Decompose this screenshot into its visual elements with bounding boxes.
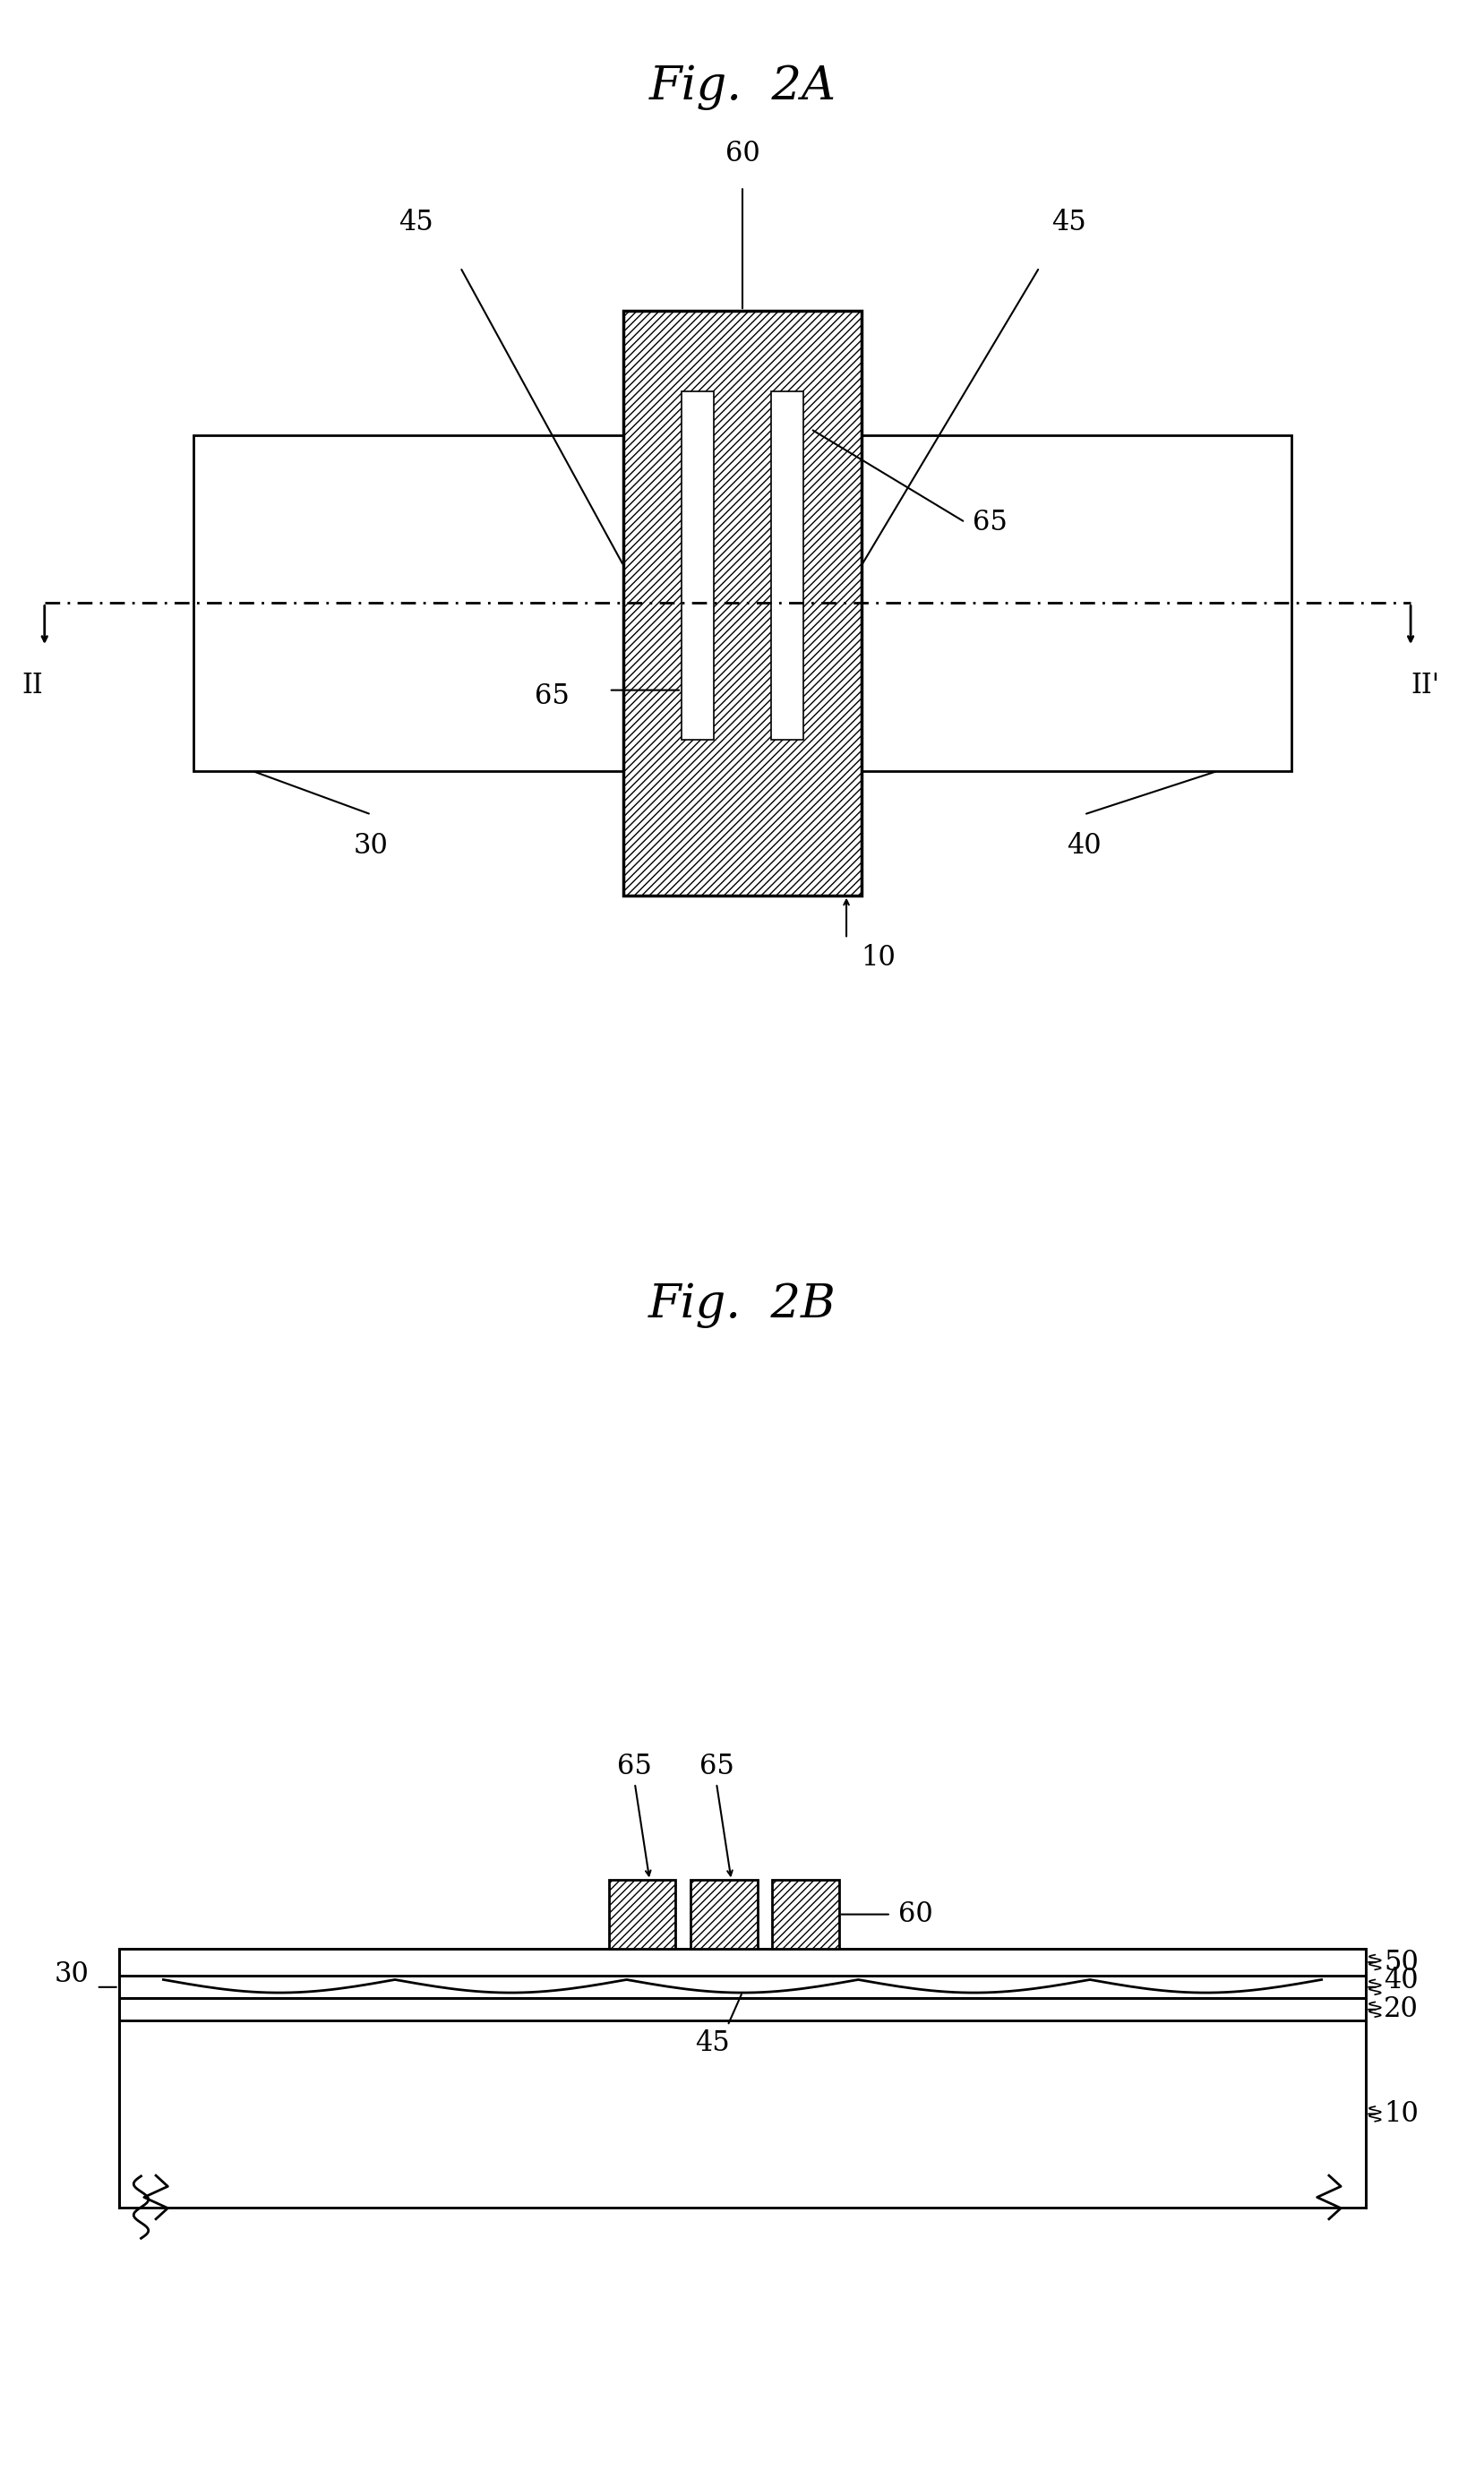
Bar <box>772 1880 838 1950</box>
Text: 65: 65 <box>617 1753 651 1781</box>
Bar <box>608 1880 675 1950</box>
Bar <box>119 1975 1365 2000</box>
Bar <box>770 390 803 739</box>
Bar <box>690 1880 757 1950</box>
Text: 60: 60 <box>898 1900 932 1927</box>
Text: 45: 45 <box>695 2029 730 2057</box>
Text: 30: 30 <box>353 831 389 861</box>
Text: 45: 45 <box>398 209 433 236</box>
Text: 65: 65 <box>699 1753 733 1781</box>
Text: 30: 30 <box>55 1960 89 1990</box>
Text: 10: 10 <box>861 943 895 972</box>
Text: 40: 40 <box>1066 831 1101 861</box>
Text: 10: 10 <box>1383 2099 1417 2129</box>
Text: 60: 60 <box>724 139 760 169</box>
Bar <box>119 2019 1365 2208</box>
Text: Fig.  2B: Fig. 2B <box>649 1283 835 1328</box>
Text: 40: 40 <box>1383 1967 1417 1995</box>
Text: II: II <box>22 671 43 699</box>
Text: II': II' <box>1410 671 1439 699</box>
Text: 45: 45 <box>1051 209 1086 236</box>
Text: Fig.  2A: Fig. 2A <box>649 65 835 109</box>
Bar <box>193 435 623 771</box>
Bar <box>119 1950 1365 1975</box>
Bar <box>681 390 714 739</box>
Text: 65: 65 <box>534 681 568 711</box>
Text: 65: 65 <box>972 507 1006 537</box>
Text: 20: 20 <box>1383 1995 1417 2024</box>
Bar <box>119 2000 1365 2019</box>
Bar <box>861 435 1291 771</box>
Bar <box>623 311 861 895</box>
Text: 50: 50 <box>1383 1947 1417 1977</box>
